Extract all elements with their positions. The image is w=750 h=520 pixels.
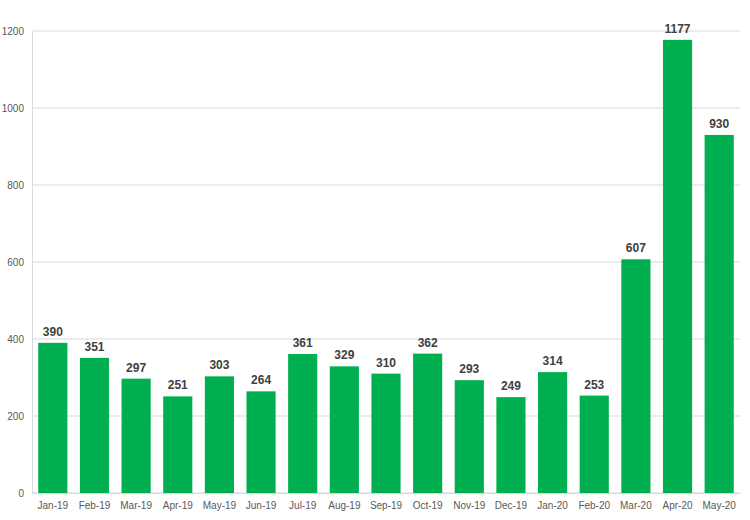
y-tick: 200	[7, 411, 32, 422]
x-tick-label: Jan-20	[537, 500, 568, 511]
data-label: 329	[334, 348, 354, 362]
grid-line	[32, 108, 740, 109]
bar	[621, 259, 650, 493]
bar	[663, 40, 692, 493]
y-tick: 0	[18, 488, 32, 499]
y-tick-label: 600	[7, 257, 24, 268]
y-tick: 800	[7, 180, 32, 191]
bar	[246, 391, 275, 493]
x-tick-label: May-20	[702, 500, 736, 511]
x-tick: May-19	[203, 493, 237, 511]
bar	[496, 397, 525, 493]
x-tick-label: Mar-20	[620, 500, 652, 511]
bar	[122, 379, 151, 493]
data-label: 310	[376, 356, 396, 370]
bar	[538, 372, 567, 493]
x-tick-label: May-19	[203, 500, 237, 511]
x-tick: Mar-19	[120, 493, 152, 511]
x-tick-label: Mar-19	[120, 500, 152, 511]
bar	[580, 396, 609, 493]
x-tick-label: Apr-20	[663, 500, 693, 511]
data-label: 607	[626, 241, 646, 255]
x-tick-label: Aug-19	[328, 500, 361, 511]
x-tick-label: Nov-19	[453, 500, 486, 511]
x-tick: May-20	[702, 493, 736, 511]
data-label: 264	[251, 373, 271, 387]
bar	[455, 380, 484, 493]
x-tick-label: Dec-19	[495, 500, 528, 511]
x-tick-label: Jan-19	[38, 500, 69, 511]
data-label: 351	[84, 340, 104, 354]
y-axis: 0 200 400 600 800 1000 1200	[2, 26, 33, 499]
data-label: 297	[126, 361, 146, 375]
grid-line	[32, 185, 740, 186]
data-label: 930	[709, 117, 729, 131]
y-tick: 1200	[2, 26, 32, 37]
y-tick-label: 800	[7, 180, 24, 191]
grid	[32, 31, 740, 493]
y-tick-label: 400	[7, 334, 24, 345]
data-label: 251	[168, 378, 188, 392]
x-tick: Oct-19	[413, 493, 443, 511]
data-label: 1177	[665, 22, 691, 36]
data-label: 253	[584, 378, 604, 392]
x-tick: Apr-19	[163, 493, 193, 511]
x-tick: Jan-20	[537, 493, 568, 511]
bar	[371, 374, 400, 493]
x-tick: Jul-19	[289, 493, 317, 511]
x-tick: Feb-19	[79, 493, 111, 511]
y-tick-label: 0	[18, 488, 24, 499]
data-labels: 390 351 297 251 303 264 361 329 310 362 293 249 314 2…	[43, 22, 730, 393]
data-label: 362	[418, 336, 438, 350]
data-label: 249	[501, 379, 521, 393]
x-tick: Sep-19	[370, 493, 403, 511]
x-tick: Mar-20	[620, 493, 652, 511]
bar	[163, 396, 192, 493]
data-label: 390	[43, 325, 63, 339]
x-tick: Jun-19	[246, 493, 277, 511]
x-tick-label: Sep-19	[370, 500, 403, 511]
x-tick-label: Jul-19	[289, 500, 317, 511]
y-tick-label: 1200	[2, 26, 25, 37]
y-tick: 400	[7, 334, 32, 345]
grid-line	[32, 31, 740, 32]
bar	[205, 376, 234, 493]
x-axis-line	[33, 493, 741, 494]
x-tick-label: Apr-19	[163, 500, 193, 511]
x-axis: Jan-19 Feb-19 Mar-19 Apr-19 May-19 Jun-19 Jul-…	[33, 493, 741, 511]
y-axis-line	[32, 32, 33, 494]
data-label: 293	[459, 362, 479, 376]
x-tick-label: Jun-19	[246, 500, 277, 511]
x-tick: Dec-19	[495, 493, 528, 511]
y-tick: 600	[7, 257, 32, 268]
x-tick: Aug-19	[328, 493, 361, 511]
bar	[705, 135, 734, 493]
x-tick: Apr-20	[663, 493, 693, 511]
x-tick-label: Oct-19	[413, 500, 443, 511]
x-tick-label: Feb-20	[578, 500, 610, 511]
x-tick-label: Feb-19	[79, 500, 111, 511]
chart: 0 200 400 600 800 1000 1200 Jan-19 Feb-19 Mar-19 A…	[0, 0, 750, 520]
data-label: 314	[543, 354, 563, 368]
bar	[413, 354, 442, 493]
bar	[38, 343, 67, 493]
x-tick: Nov-19	[453, 493, 486, 511]
y-tick: 1000	[2, 103, 32, 114]
bar	[288, 354, 317, 493]
x-tick: Jan-19	[38, 493, 69, 511]
y-tick-label: 1000	[2, 103, 25, 114]
data-label: 361	[293, 336, 313, 350]
x-tick: Feb-20	[578, 493, 610, 511]
y-tick-label: 200	[7, 411, 24, 422]
data-label: 303	[209, 358, 229, 372]
bars	[38, 40, 734, 493]
bar	[80, 358, 109, 493]
bar	[330, 366, 359, 493]
